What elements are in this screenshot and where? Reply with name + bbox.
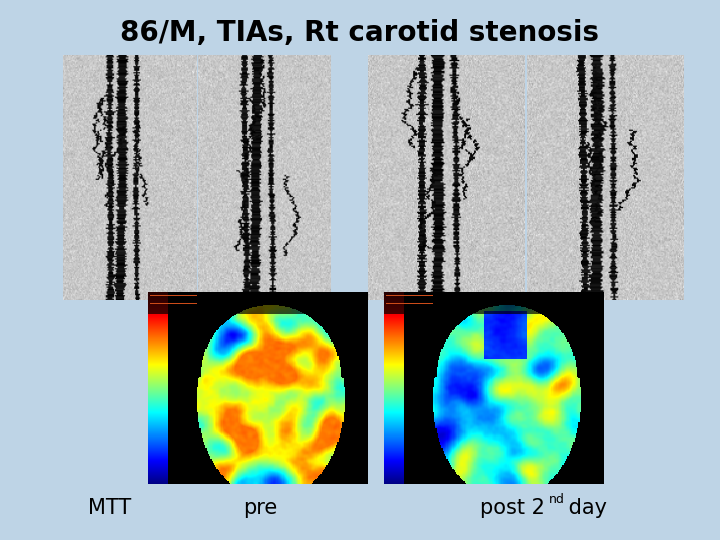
Text: pre: pre	[243, 498, 277, 518]
Text: MTT: MTT	[89, 498, 132, 518]
Text: nd: nd	[549, 493, 565, 506]
Text: post 2: post 2	[480, 498, 545, 518]
Text: 86/M, TIAs, Rt carotid stenosis: 86/M, TIAs, Rt carotid stenosis	[120, 19, 600, 47]
Text: day: day	[562, 498, 607, 518]
